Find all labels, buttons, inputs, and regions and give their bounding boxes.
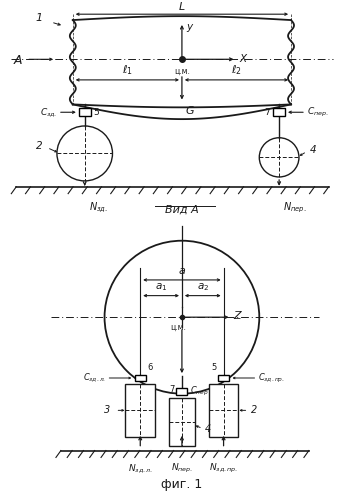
Bar (169, 398, 195, 446)
Text: $\ell_2$: $\ell_2$ (231, 63, 242, 77)
Bar (135, 374, 146, 382)
Text: y: y (186, 22, 192, 32)
Bar (125, 384, 155, 437)
Text: $\ell_1$: $\ell_1$ (122, 63, 133, 77)
Text: $N_{пер.}$: $N_{пер.}$ (171, 462, 193, 475)
Text: $C_{пер.}$: $C_{пер.}$ (307, 106, 329, 119)
Text: 5: 5 (211, 363, 217, 372)
Text: $N_{зд.пр.}$: $N_{зд.пр.}$ (209, 462, 238, 475)
Text: $N_{пер.}$: $N_{пер.}$ (283, 200, 307, 215)
Text: $N_{зд.л.}$: $N_{зд.л.}$ (128, 462, 153, 475)
Text: Z: Z (234, 311, 241, 321)
Text: 2: 2 (251, 406, 257, 415)
Text: $C_{зд.л.}$: $C_{зд.л.}$ (83, 372, 106, 384)
Text: 7: 7 (265, 108, 270, 117)
Bar (79, 108, 91, 116)
Text: X: X (239, 54, 247, 64)
Text: 5: 5 (94, 108, 99, 117)
Bar (273, 108, 285, 116)
Bar (209, 384, 238, 437)
Text: 4: 4 (205, 424, 211, 434)
Text: $a_2$: $a_2$ (197, 281, 209, 292)
Text: фиг. 1: фиг. 1 (161, 478, 203, 491)
Text: Вид А: Вид А (165, 204, 199, 214)
Text: L: L (179, 2, 185, 12)
Text: a: a (179, 266, 185, 276)
Text: 6: 6 (147, 363, 153, 372)
Text: 3: 3 (104, 406, 111, 415)
Text: 7: 7 (170, 386, 175, 394)
Text: G: G (186, 106, 194, 117)
Text: $C_{зд.}$: $C_{зд.}$ (40, 106, 57, 118)
Bar (218, 374, 229, 382)
Text: $C_{зд.пр.}$: $C_{зд.пр.}$ (258, 372, 285, 384)
Text: 4: 4 (310, 144, 316, 154)
Text: $a_1$: $a_1$ (155, 281, 167, 292)
Text: A: A (13, 54, 22, 67)
Text: 2: 2 (36, 140, 42, 150)
Text: ц.м.: ц.м. (174, 67, 190, 76)
Bar (176, 388, 187, 395)
Text: 1: 1 (35, 13, 43, 23)
Text: ц.м.: ц.м. (170, 323, 186, 332)
Text: $N_{зд.}$: $N_{зд.}$ (89, 200, 108, 215)
Text: $C_{пер}$: $C_{пер}$ (190, 385, 208, 398)
